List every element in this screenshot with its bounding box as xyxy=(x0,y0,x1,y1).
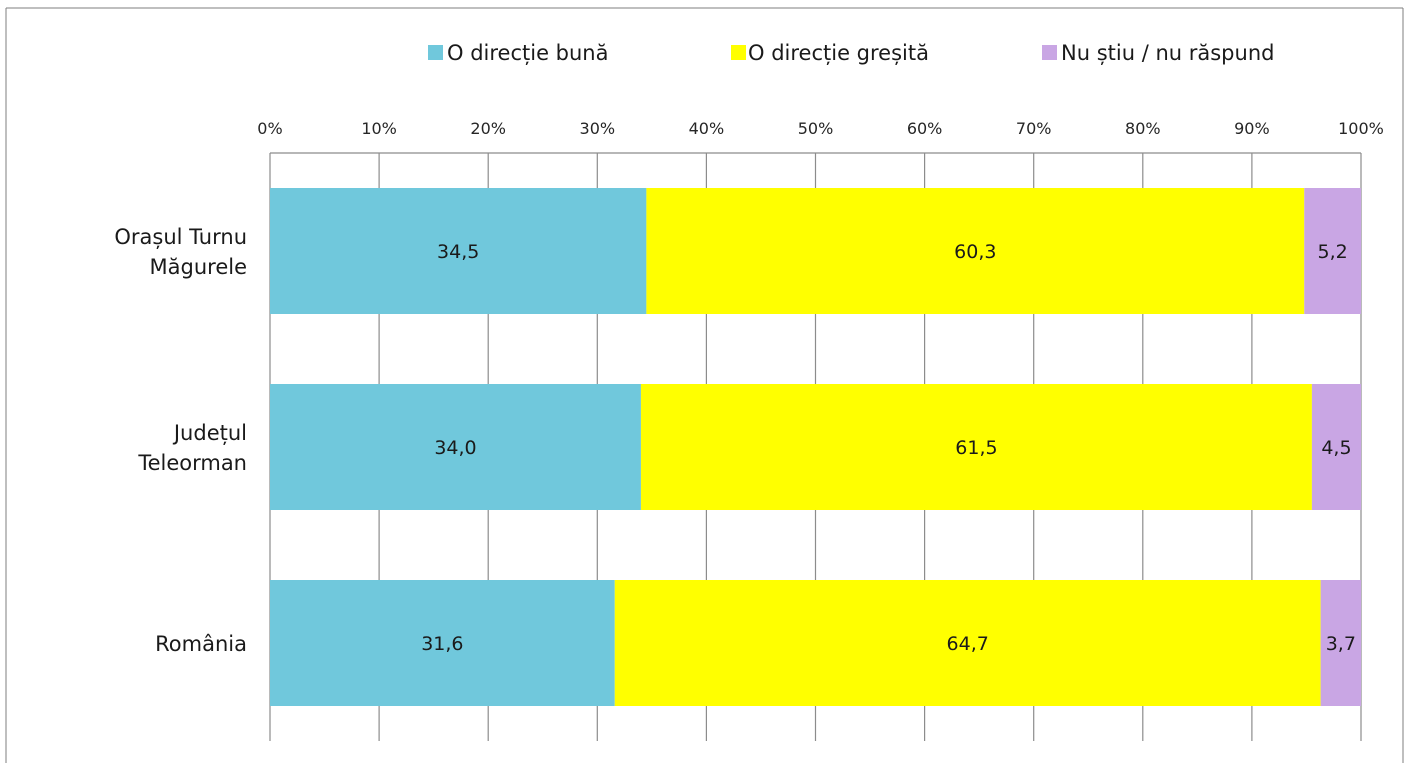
legend-swatch xyxy=(731,45,746,60)
legend-label: Nu știu / nu răspund xyxy=(1061,41,1274,65)
x-tick-label: 30% xyxy=(580,119,616,138)
data-label: 3,7 xyxy=(1326,633,1356,655)
legend-swatch xyxy=(1042,45,1057,60)
data-label: 4,5 xyxy=(1321,437,1351,459)
x-tick-label: 20% xyxy=(470,119,506,138)
category-label: Teleorman xyxy=(137,451,247,475)
category-label: Orașul Turnu xyxy=(114,225,247,249)
x-tick-label: 40% xyxy=(689,119,725,138)
x-tick-label: 50% xyxy=(798,119,834,138)
category-label: Județul xyxy=(172,421,247,445)
bar-segment xyxy=(646,188,1305,314)
x-tick-label: 0% xyxy=(257,119,282,138)
data-label: 31,6 xyxy=(421,633,463,655)
data-label: 5,2 xyxy=(1318,241,1348,263)
data-label: 64,7 xyxy=(947,633,989,655)
category-label: Măgurele xyxy=(150,255,247,279)
data-label: 34,5 xyxy=(437,241,479,263)
bar-segment xyxy=(1311,384,1361,510)
data-label: 60,3 xyxy=(954,241,996,263)
x-tick-label: 60% xyxy=(907,119,943,138)
legend-label: O direcție bună xyxy=(447,41,609,65)
bar-segment xyxy=(640,384,1312,510)
bar-segment xyxy=(270,188,647,314)
x-tick-label: 70% xyxy=(1016,119,1052,138)
legend-label: O direcție greșită xyxy=(748,41,929,65)
bar-segment xyxy=(614,580,1321,706)
data-label: 61,5 xyxy=(955,437,997,459)
legend-swatch xyxy=(428,45,443,60)
category-label: România xyxy=(155,632,247,656)
bar-segment xyxy=(270,384,641,510)
x-tick-label: 90% xyxy=(1234,119,1270,138)
x-tick-label: 80% xyxy=(1125,119,1161,138)
bar-segment xyxy=(1304,188,1361,314)
data-label: 34,0 xyxy=(434,437,476,459)
x-tick-label: 100% xyxy=(1338,119,1384,138)
x-tick-label: 10% xyxy=(361,119,397,138)
bar-segment xyxy=(270,580,615,706)
bar-segment xyxy=(1320,580,1361,706)
